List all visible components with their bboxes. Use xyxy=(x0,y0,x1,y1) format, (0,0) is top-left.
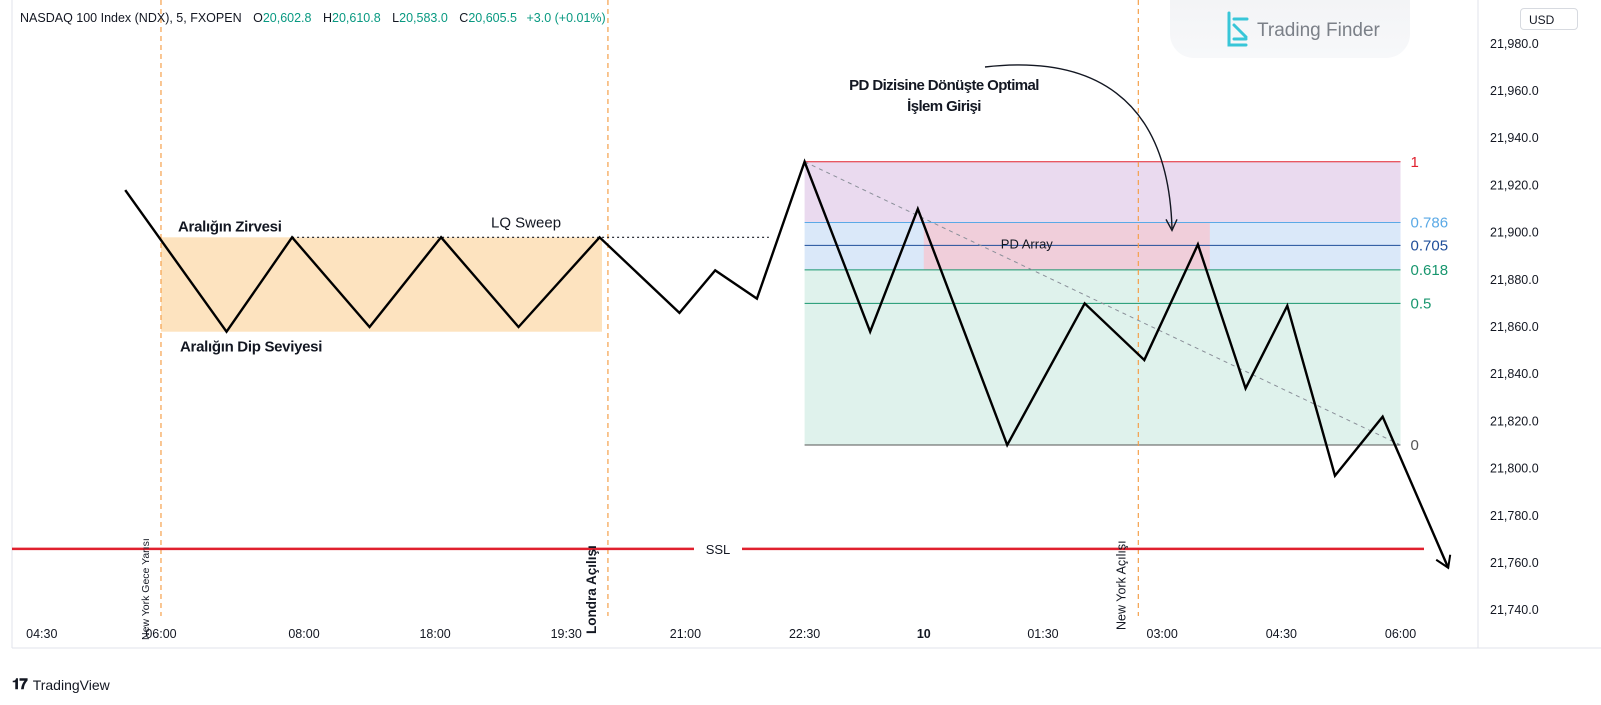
price-tick-label: 21,900.0 xyxy=(1490,226,1539,240)
price-tick-label: 21,840.0 xyxy=(1490,367,1539,381)
trading-finder-logo-icon xyxy=(1227,11,1249,47)
price-tick-label: 21,740.0 xyxy=(1490,603,1539,617)
symbol-name[interactable]: NASDAQ 100 Index (NDX), 5, FXOPEN xyxy=(20,11,242,25)
price-tick-label: 21,780.0 xyxy=(1490,509,1539,523)
time-tick-label: 06:00 xyxy=(145,627,176,641)
price-tick-label: 21,760.0 xyxy=(1490,556,1539,570)
session-label: Londra Açılışı xyxy=(584,545,599,634)
time-tick-label: 18:00 xyxy=(419,627,450,641)
session-label: New York Açılışı xyxy=(1114,540,1128,630)
tradingview-logo-icon: 𝟏𝟕 xyxy=(12,676,28,693)
entry-label-line1: PD Dizisine Dönüşte Optimal xyxy=(849,77,1039,94)
entry-arrow xyxy=(984,64,1173,229)
high-value: 20,610.8 xyxy=(332,11,381,25)
close-label: C xyxy=(459,11,469,25)
time-tick-label: 01:30 xyxy=(1027,627,1058,641)
currency-button[interactable]: USD xyxy=(1520,8,1578,30)
time-tick-label: 19:30 xyxy=(551,627,582,641)
discount-zone xyxy=(804,269,1401,446)
range-box xyxy=(160,237,602,332)
fib-level-label: 0.786 xyxy=(1411,214,1449,231)
fib-level-label: 0.705 xyxy=(1411,237,1449,254)
fib-level-label: 0 xyxy=(1411,437,1419,454)
range-high-label: Aralığın Zirvesi xyxy=(178,218,282,235)
tradingview-footer[interactable]: 𝟏𝟕 TradingView xyxy=(12,676,110,693)
open-label: O xyxy=(253,11,263,25)
price-tick-label: 21,800.0 xyxy=(1490,462,1539,476)
fib-level-label: 0.5 xyxy=(1411,295,1432,312)
price-tick-label: 21,860.0 xyxy=(1490,320,1539,334)
session-label: New York Gece Yarısı xyxy=(140,538,152,640)
pd-array-label: PD Array xyxy=(1001,236,1054,251)
time-tick-label: 08:00 xyxy=(288,627,319,641)
price-path xyxy=(124,158,1450,569)
low-label: L xyxy=(392,11,400,25)
time-tick-label: 22:30 xyxy=(789,627,820,641)
time-tick-label: 04:30 xyxy=(26,627,57,641)
time-tick-label: 21:00 xyxy=(670,627,701,641)
price-tick-label: 21,940.0 xyxy=(1490,131,1539,145)
lq-sweep-label: LQ Sweep xyxy=(491,214,561,231)
fib-level-label: 0.618 xyxy=(1411,262,1449,279)
symbol-header: NASDAQ 100 Index (NDX), 5, FXOPEN O20,60… xyxy=(20,11,606,25)
range-low-label: Aralığın Dip Seviyesi xyxy=(180,339,322,356)
change-value: +3.0 (+0.01%) xyxy=(526,11,606,25)
ssl-label-bg xyxy=(694,539,742,558)
close-value: 20,605.5 xyxy=(468,11,517,25)
tradingview-brand: TradingView xyxy=(32,676,110,693)
grid-layer xyxy=(11,0,1601,649)
time-tick-label: 06:00 xyxy=(1385,627,1416,641)
price-tick-label: 21,920.0 xyxy=(1490,178,1539,192)
premium-zone xyxy=(804,161,1401,223)
watermark-brand: Trading Finder xyxy=(1257,20,1380,41)
entry-arrowhead xyxy=(1165,219,1178,232)
price-tick-label: 21,960.0 xyxy=(1490,84,1539,98)
price-tick-label: 21,820.0 xyxy=(1490,414,1539,428)
time-tick-label: 10 xyxy=(917,627,931,641)
watermark-panel xyxy=(1170,0,1410,58)
price-layer xyxy=(124,64,1452,570)
entry-label-line2: İşlem Girişi xyxy=(907,98,981,115)
high-label: H xyxy=(322,11,333,25)
price-tick-label: 21,880.0 xyxy=(1490,273,1539,287)
open-value: 20,602.8 xyxy=(262,11,312,25)
lines-layer xyxy=(12,0,1424,616)
ssl-label: SSL xyxy=(706,542,731,557)
time-tick-label: 03:00 xyxy=(1147,627,1178,641)
time-tick-label: 04:30 xyxy=(1266,627,1297,641)
price-tick-label: 21,980.0 xyxy=(1490,37,1539,51)
fib-trend-line xyxy=(804,161,1401,446)
pd-array-box xyxy=(923,222,1210,270)
text-layer: 21,980.0 21,960.0 21,940.0 21,920.0 21,900.0… xyxy=(26,37,1539,641)
fib-level-label: 1 xyxy=(1411,154,1419,171)
path-arrowhead xyxy=(1435,554,1452,570)
low-value: 20,583.0 xyxy=(399,11,448,25)
